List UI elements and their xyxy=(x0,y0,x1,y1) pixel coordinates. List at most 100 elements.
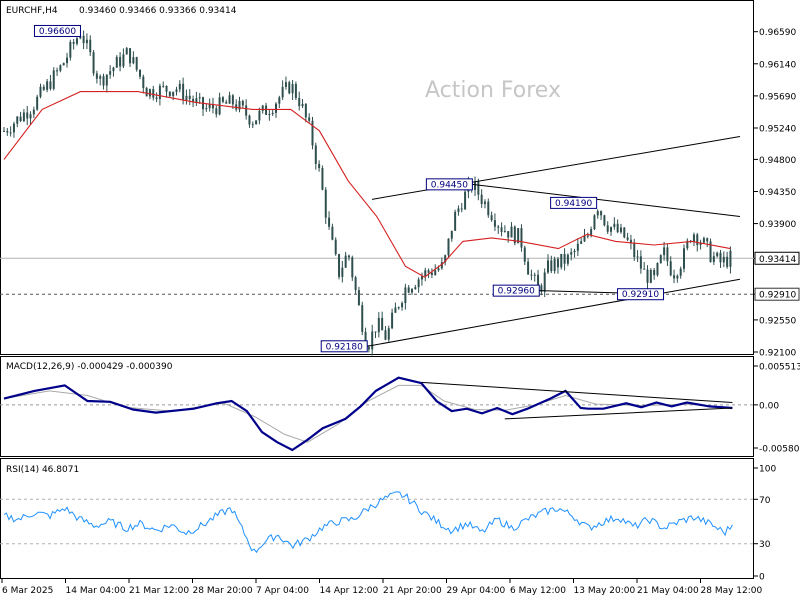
rsi-line xyxy=(3,491,733,554)
price-annotation-box xyxy=(33,24,81,37)
price-candle-body xyxy=(669,261,672,276)
price-candle-body xyxy=(56,70,59,72)
price-candle-body xyxy=(36,96,39,110)
price-annotation-label: 0.94450 xyxy=(431,180,468,190)
price-candle-body xyxy=(560,253,563,268)
price-candle-body xyxy=(397,307,400,309)
price-candle-body xyxy=(311,120,314,146)
price-candle-body xyxy=(573,250,576,253)
price-candle-body xyxy=(646,269,649,283)
price-candle-body xyxy=(324,189,327,218)
price-candle-body xyxy=(600,211,603,216)
price-candle-body xyxy=(318,163,321,169)
macd-signal-line xyxy=(3,384,733,443)
current-price-badge xyxy=(754,251,800,265)
price-candle-body xyxy=(258,110,261,121)
price-candle-body xyxy=(178,83,181,90)
price-candle-body xyxy=(109,71,112,75)
macd-axis-label: 0.005513 xyxy=(759,363,800,373)
price-candle-body xyxy=(407,287,410,293)
price-candle-body xyxy=(692,234,695,242)
price-annotations: 0.96600 0.94450 0.94190 0.92960 0.92910 0.921… xyxy=(33,24,665,353)
price-candle-body xyxy=(510,226,513,238)
price-candle-body xyxy=(411,289,414,293)
price-candle-body xyxy=(683,248,686,269)
price-candle-body xyxy=(623,227,626,238)
price-candle-body xyxy=(384,330,387,340)
price-candle-body xyxy=(653,269,656,276)
price-candle-body xyxy=(364,331,367,348)
price-candle-body xyxy=(391,312,394,329)
rsi-panel-frame xyxy=(0,458,754,579)
price-axis-label: 0.92910 xyxy=(759,291,796,301)
price-candle-body xyxy=(726,256,729,267)
price-candle-body xyxy=(119,56,122,67)
price-candle-body xyxy=(619,227,622,233)
price-candle-body xyxy=(633,243,636,258)
price-candle-body xyxy=(357,290,360,306)
price-candle-body xyxy=(105,74,108,86)
price-candle-body xyxy=(112,67,115,72)
price-annotation-label: 0.96600 xyxy=(39,27,76,37)
price-candle-body xyxy=(417,279,420,288)
price-candle-body xyxy=(576,243,579,251)
price-annotation-label: 0.92180 xyxy=(326,342,363,352)
price-candle-body xyxy=(550,260,553,272)
price-candle-body xyxy=(487,201,490,216)
price-candle-body xyxy=(639,256,642,269)
price-candle-body xyxy=(490,215,493,221)
price-candle-body xyxy=(132,57,135,64)
price-axis-label: 0.95240 xyxy=(759,124,796,134)
time-axis-label: 6 May 12:00 xyxy=(510,586,566,596)
price-candle-body xyxy=(221,97,224,102)
price-candle-body xyxy=(291,84,294,94)
price-axis-label: 0.96590 xyxy=(759,28,796,38)
price-ohlc-readout: 0.93460 0.93466 0.93366 0.93414 xyxy=(79,6,237,16)
price-candle-body xyxy=(649,269,652,283)
price-candle-body xyxy=(507,231,510,238)
price-candle-body xyxy=(643,268,646,270)
price-candle-body xyxy=(152,89,155,98)
price-candle-body xyxy=(334,239,337,255)
price-candle-body xyxy=(613,223,616,228)
price-candle-body xyxy=(480,194,483,204)
price-candle-body xyxy=(79,35,82,39)
price-candle-body xyxy=(19,116,22,121)
price-candle-body xyxy=(673,275,676,279)
price-candle-body xyxy=(9,132,12,134)
price-candle-body xyxy=(547,260,550,273)
price-candle-body xyxy=(420,276,423,280)
price-candle-body xyxy=(434,270,437,276)
price-candle-body xyxy=(583,235,586,242)
price-candle-body xyxy=(49,81,52,89)
price-candle-body xyxy=(580,241,583,244)
price-candle-body xyxy=(523,247,526,262)
price-candle-body xyxy=(52,70,55,89)
moving-average-line xyxy=(3,91,731,278)
price-candle-body xyxy=(66,57,69,64)
price-candle-body xyxy=(165,85,168,92)
price-candle-body xyxy=(32,109,35,115)
price-annotation-box xyxy=(320,340,368,353)
price-candle-body xyxy=(225,101,228,104)
price-candle-body xyxy=(26,112,29,119)
price-candle-body xyxy=(520,228,523,248)
price-candle-body xyxy=(182,83,185,100)
price-candle-body xyxy=(308,117,311,121)
price-candle-body xyxy=(341,267,344,277)
price-candle-body xyxy=(626,237,629,240)
price-axis-label: 0.92550 xyxy=(759,316,796,326)
price-candle-body xyxy=(16,116,19,124)
price-candle-body xyxy=(135,57,138,70)
reference-level-badge xyxy=(754,287,800,301)
price-candle-body xyxy=(265,105,268,115)
price-candle-body xyxy=(447,238,450,256)
macd-axis-label: -0.005806 xyxy=(759,445,800,455)
price-candle-body xyxy=(424,270,427,277)
price-candle-body xyxy=(195,98,198,103)
price-candle-body xyxy=(636,256,639,258)
rsi-axis-label: 0 xyxy=(759,573,765,583)
price-candle-body xyxy=(347,255,350,258)
price-axis-label: 0.93900 xyxy=(759,220,796,230)
price-candle-body xyxy=(699,242,702,245)
